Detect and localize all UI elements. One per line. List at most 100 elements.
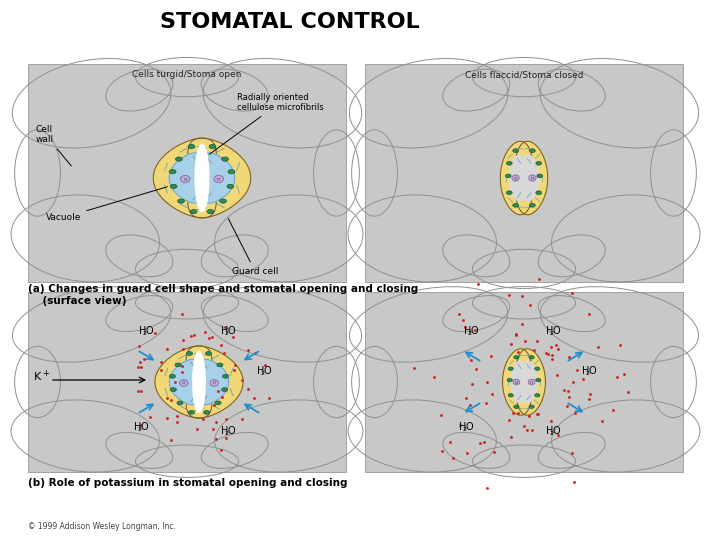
Ellipse shape [204, 410, 210, 414]
Ellipse shape [228, 170, 235, 174]
Text: 2: 2 [463, 427, 467, 432]
Ellipse shape [190, 210, 197, 214]
Text: H: H [546, 326, 554, 336]
Text: Cells flaccid/Stoma closed: Cells flaccid/Stoma closed [464, 70, 583, 79]
Polygon shape [510, 155, 526, 201]
FancyBboxPatch shape [28, 64, 346, 282]
Ellipse shape [178, 199, 184, 203]
Ellipse shape [209, 144, 216, 148]
Text: o: o [515, 380, 518, 384]
Text: O: O [553, 426, 560, 436]
Polygon shape [169, 359, 202, 405]
Polygon shape [503, 349, 533, 415]
Polygon shape [195, 144, 209, 212]
Ellipse shape [528, 175, 536, 181]
Ellipse shape [508, 394, 513, 397]
Ellipse shape [528, 379, 535, 385]
Polygon shape [187, 138, 251, 218]
Ellipse shape [222, 388, 228, 392]
Polygon shape [514, 141, 548, 215]
FancyBboxPatch shape [365, 64, 683, 282]
Text: o: o [184, 177, 187, 181]
Text: 2: 2 [225, 331, 229, 336]
Text: K: K [34, 372, 41, 382]
Text: O: O [228, 326, 235, 336]
Ellipse shape [188, 144, 195, 148]
Text: 2: 2 [550, 431, 554, 436]
Polygon shape [522, 155, 539, 201]
Ellipse shape [169, 374, 176, 378]
Ellipse shape [512, 175, 519, 181]
Text: O: O [471, 326, 478, 336]
Polygon shape [500, 141, 534, 215]
Ellipse shape [207, 210, 214, 214]
Ellipse shape [535, 394, 540, 397]
Ellipse shape [175, 363, 181, 367]
Text: O: O [466, 422, 473, 432]
Ellipse shape [222, 374, 229, 378]
Polygon shape [153, 138, 217, 218]
Text: 2: 2 [550, 331, 554, 336]
Text: O: O [145, 326, 153, 336]
Text: Vacuole: Vacuole [46, 187, 167, 222]
Text: (a) Changes in guard cell shape and stomatal opening and closing
    (surface vi: (a) Changes in guard cell shape and stom… [28, 284, 418, 306]
Ellipse shape [220, 199, 226, 203]
Text: © 1999 Addison Wesley Longman, Inc.: © 1999 Addison Wesley Longman, Inc. [28, 522, 176, 531]
Text: Cells turgid/Stoma open: Cells turgid/Stoma open [132, 70, 242, 79]
Ellipse shape [536, 379, 541, 382]
Text: O: O [553, 326, 560, 336]
Text: Guard cell: Guard cell [228, 219, 279, 276]
Ellipse shape [514, 405, 519, 408]
Text: H: H [257, 366, 264, 376]
FancyBboxPatch shape [365, 292, 683, 472]
Text: H: H [546, 426, 554, 436]
Ellipse shape [536, 161, 541, 165]
Ellipse shape [529, 149, 535, 152]
Ellipse shape [189, 410, 194, 414]
Text: H: H [464, 326, 472, 336]
Polygon shape [169, 153, 205, 203]
Text: H: H [221, 326, 228, 336]
Ellipse shape [513, 149, 518, 152]
Ellipse shape [536, 191, 541, 194]
Ellipse shape [529, 204, 535, 207]
Polygon shape [515, 349, 546, 415]
Ellipse shape [169, 170, 176, 174]
Text: H: H [221, 426, 228, 436]
Text: STOMATAL CONTROL: STOMATAL CONTROL [160, 12, 420, 32]
Text: 2: 2 [468, 331, 472, 336]
Ellipse shape [217, 363, 223, 367]
Polygon shape [155, 346, 212, 418]
Text: H: H [582, 366, 590, 376]
Polygon shape [186, 346, 243, 418]
Ellipse shape [181, 176, 190, 183]
Text: n: n [531, 176, 534, 180]
Text: +: + [42, 369, 49, 378]
Text: (b) Role of potassium in stomatal opening and closing: (b) Role of potassium in stomatal openin… [28, 478, 348, 488]
Ellipse shape [537, 174, 543, 178]
Ellipse shape [514, 356, 519, 359]
Ellipse shape [506, 191, 512, 194]
Text: H: H [459, 422, 467, 432]
Ellipse shape [205, 352, 212, 355]
Ellipse shape [170, 388, 176, 392]
Text: H: H [139, 326, 146, 336]
Text: O: O [228, 426, 235, 436]
Text: o: o [182, 381, 185, 386]
Ellipse shape [535, 367, 540, 370]
Ellipse shape [505, 174, 511, 178]
Ellipse shape [227, 184, 234, 188]
Text: o: o [514, 176, 518, 180]
Ellipse shape [507, 379, 513, 382]
Text: 2: 2 [225, 431, 229, 436]
Text: O: O [589, 366, 596, 376]
Polygon shape [511, 361, 526, 403]
Ellipse shape [529, 405, 534, 408]
Polygon shape [522, 361, 537, 403]
Ellipse shape [529, 356, 534, 359]
Text: H: H [134, 422, 141, 432]
Text: Radially oriented
cellulose microfibrils: Radially oriented cellulose microfibrils [210, 92, 324, 154]
Ellipse shape [177, 401, 183, 405]
FancyBboxPatch shape [28, 292, 346, 472]
Text: O: O [264, 366, 271, 376]
